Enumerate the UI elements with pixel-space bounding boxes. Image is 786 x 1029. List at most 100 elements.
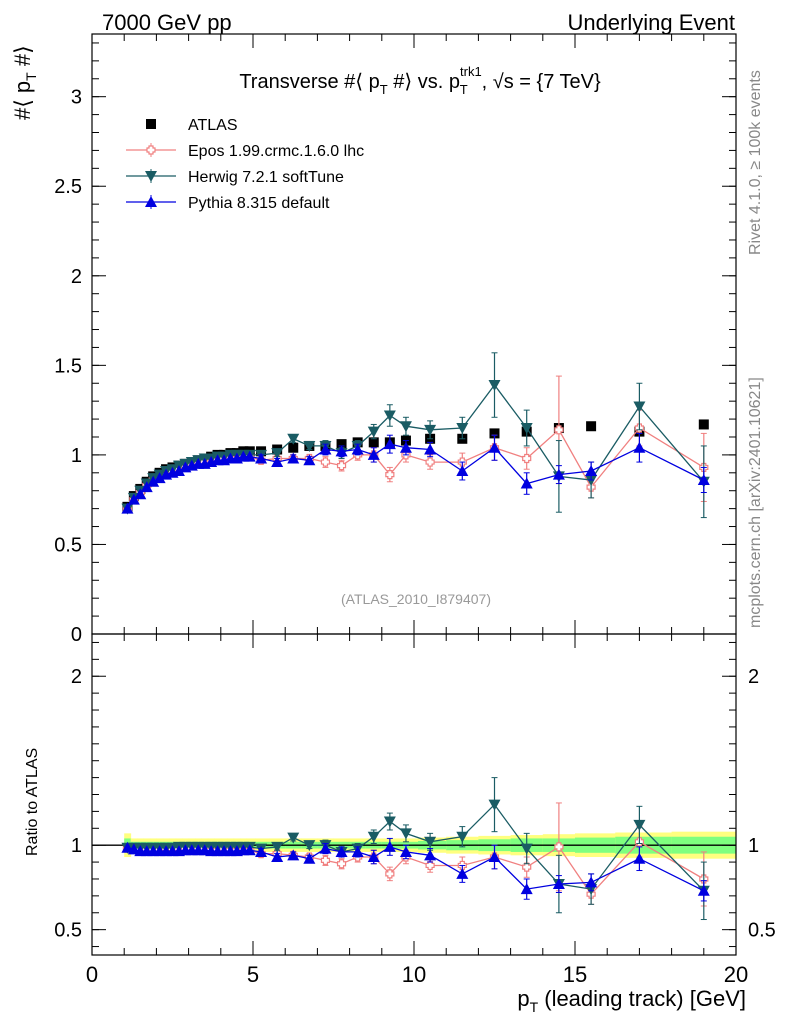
data-point xyxy=(456,831,469,843)
rivet-label: Rivet 4.1.0, ≥ 100k events xyxy=(747,70,764,255)
y-tick-label: 3 xyxy=(71,87,82,109)
legend-label: ATLAS xyxy=(188,117,238,134)
data-point xyxy=(385,469,395,480)
data-point xyxy=(336,461,347,471)
data-point xyxy=(255,845,268,857)
data-point xyxy=(383,816,396,828)
y-tick-label: 1 xyxy=(71,835,82,857)
ratio-frame xyxy=(91,633,737,956)
data-point xyxy=(320,457,331,467)
data-point xyxy=(697,473,710,485)
legend-label: Epos 1.99.crmc.1.6.0 lhc xyxy=(188,143,364,160)
y-tick-label-right: 1 xyxy=(748,835,759,857)
header-right: Underlying Event xyxy=(567,10,735,35)
data-point xyxy=(424,443,437,455)
data-point xyxy=(271,841,284,853)
legend-label: Herwig 7.2.1 softTune xyxy=(188,169,344,186)
data-point xyxy=(383,410,396,422)
data-point xyxy=(522,453,532,464)
data-point xyxy=(271,448,284,460)
data-point xyxy=(319,443,332,455)
data-point xyxy=(586,421,597,432)
data-point xyxy=(287,433,300,445)
series-epos xyxy=(122,375,709,514)
data-point xyxy=(146,119,156,129)
data-point xyxy=(399,441,412,453)
data-point xyxy=(146,145,156,155)
data-point xyxy=(271,851,284,863)
data-point xyxy=(336,859,347,869)
legend: ATLAS Epos 1.99.crmc.1.6.0 lhc Herwig 7.2.… xyxy=(126,117,364,212)
x-tick-label: 10 xyxy=(402,962,426,987)
data-point xyxy=(554,425,564,435)
series-line xyxy=(126,383,705,509)
data-point xyxy=(303,852,316,864)
y-tick-label-right: 2 xyxy=(748,666,759,688)
data-point xyxy=(633,401,646,413)
data-point xyxy=(488,851,501,863)
y-tick-label-right: 0.5 xyxy=(748,920,776,942)
data-point xyxy=(243,844,256,856)
data-point xyxy=(335,445,348,457)
data-point xyxy=(303,440,316,452)
data-point xyxy=(383,840,396,852)
data-point xyxy=(424,849,437,861)
data-point xyxy=(424,836,437,848)
x-tick-label: 15 xyxy=(563,962,587,987)
ratio-series-pythia xyxy=(121,837,710,902)
data-point xyxy=(367,831,380,843)
data-point xyxy=(425,457,435,467)
data-point xyxy=(287,832,300,844)
data-point xyxy=(488,799,501,811)
data-point xyxy=(399,421,412,433)
data-point xyxy=(425,860,435,871)
data-point xyxy=(367,851,380,863)
data-point xyxy=(351,845,364,857)
data-point xyxy=(287,452,300,464)
data-point xyxy=(697,884,710,896)
y-tick-label: 2.5 xyxy=(54,176,82,198)
data-point xyxy=(585,465,598,477)
data-point xyxy=(145,171,157,182)
data-point xyxy=(303,454,316,466)
data-point xyxy=(368,437,379,448)
ratio-axes: 0.5 0.51 12 20 5 10 15 20 xyxy=(54,633,776,987)
analysis-watermark: (ATLAS_2010_I879407) xyxy=(341,591,491,607)
y-tick-label: 0 xyxy=(71,624,82,646)
data-point xyxy=(456,465,469,477)
data-point xyxy=(288,442,299,453)
main-axes: 0 0.5 1 1.5 2 2.5 3 xyxy=(54,33,737,646)
data-point xyxy=(585,876,598,888)
y-tick-label: 0.5 xyxy=(54,920,82,942)
data-point xyxy=(520,883,533,895)
data-point xyxy=(367,448,380,460)
data-point xyxy=(320,855,331,865)
series-pythia xyxy=(121,432,710,514)
data-point xyxy=(489,428,500,439)
data-point xyxy=(698,419,709,430)
data-point xyxy=(127,493,140,505)
x-tick-label: 5 xyxy=(247,962,259,987)
data-point xyxy=(520,477,533,489)
y-tick-label: 0.5 xyxy=(54,534,82,556)
data-point xyxy=(520,423,533,435)
ratio-series xyxy=(121,777,710,921)
data-point xyxy=(456,423,469,435)
data-point xyxy=(488,380,501,392)
data-point xyxy=(121,502,134,514)
data-point xyxy=(172,465,185,477)
y-tick-label: 2 xyxy=(71,666,82,688)
data-point xyxy=(351,443,364,455)
data-point xyxy=(243,450,256,462)
y-tick-label: 1.5 xyxy=(54,355,82,377)
data-point xyxy=(336,439,347,450)
data-point xyxy=(145,196,157,207)
y-tick-label: 2 xyxy=(71,266,82,288)
data-point xyxy=(424,424,437,436)
main-series xyxy=(121,352,710,519)
data-point xyxy=(520,843,533,855)
data-point xyxy=(153,472,166,484)
data-point xyxy=(287,849,300,861)
legend-label: Pythia 8.315 default xyxy=(188,195,330,212)
